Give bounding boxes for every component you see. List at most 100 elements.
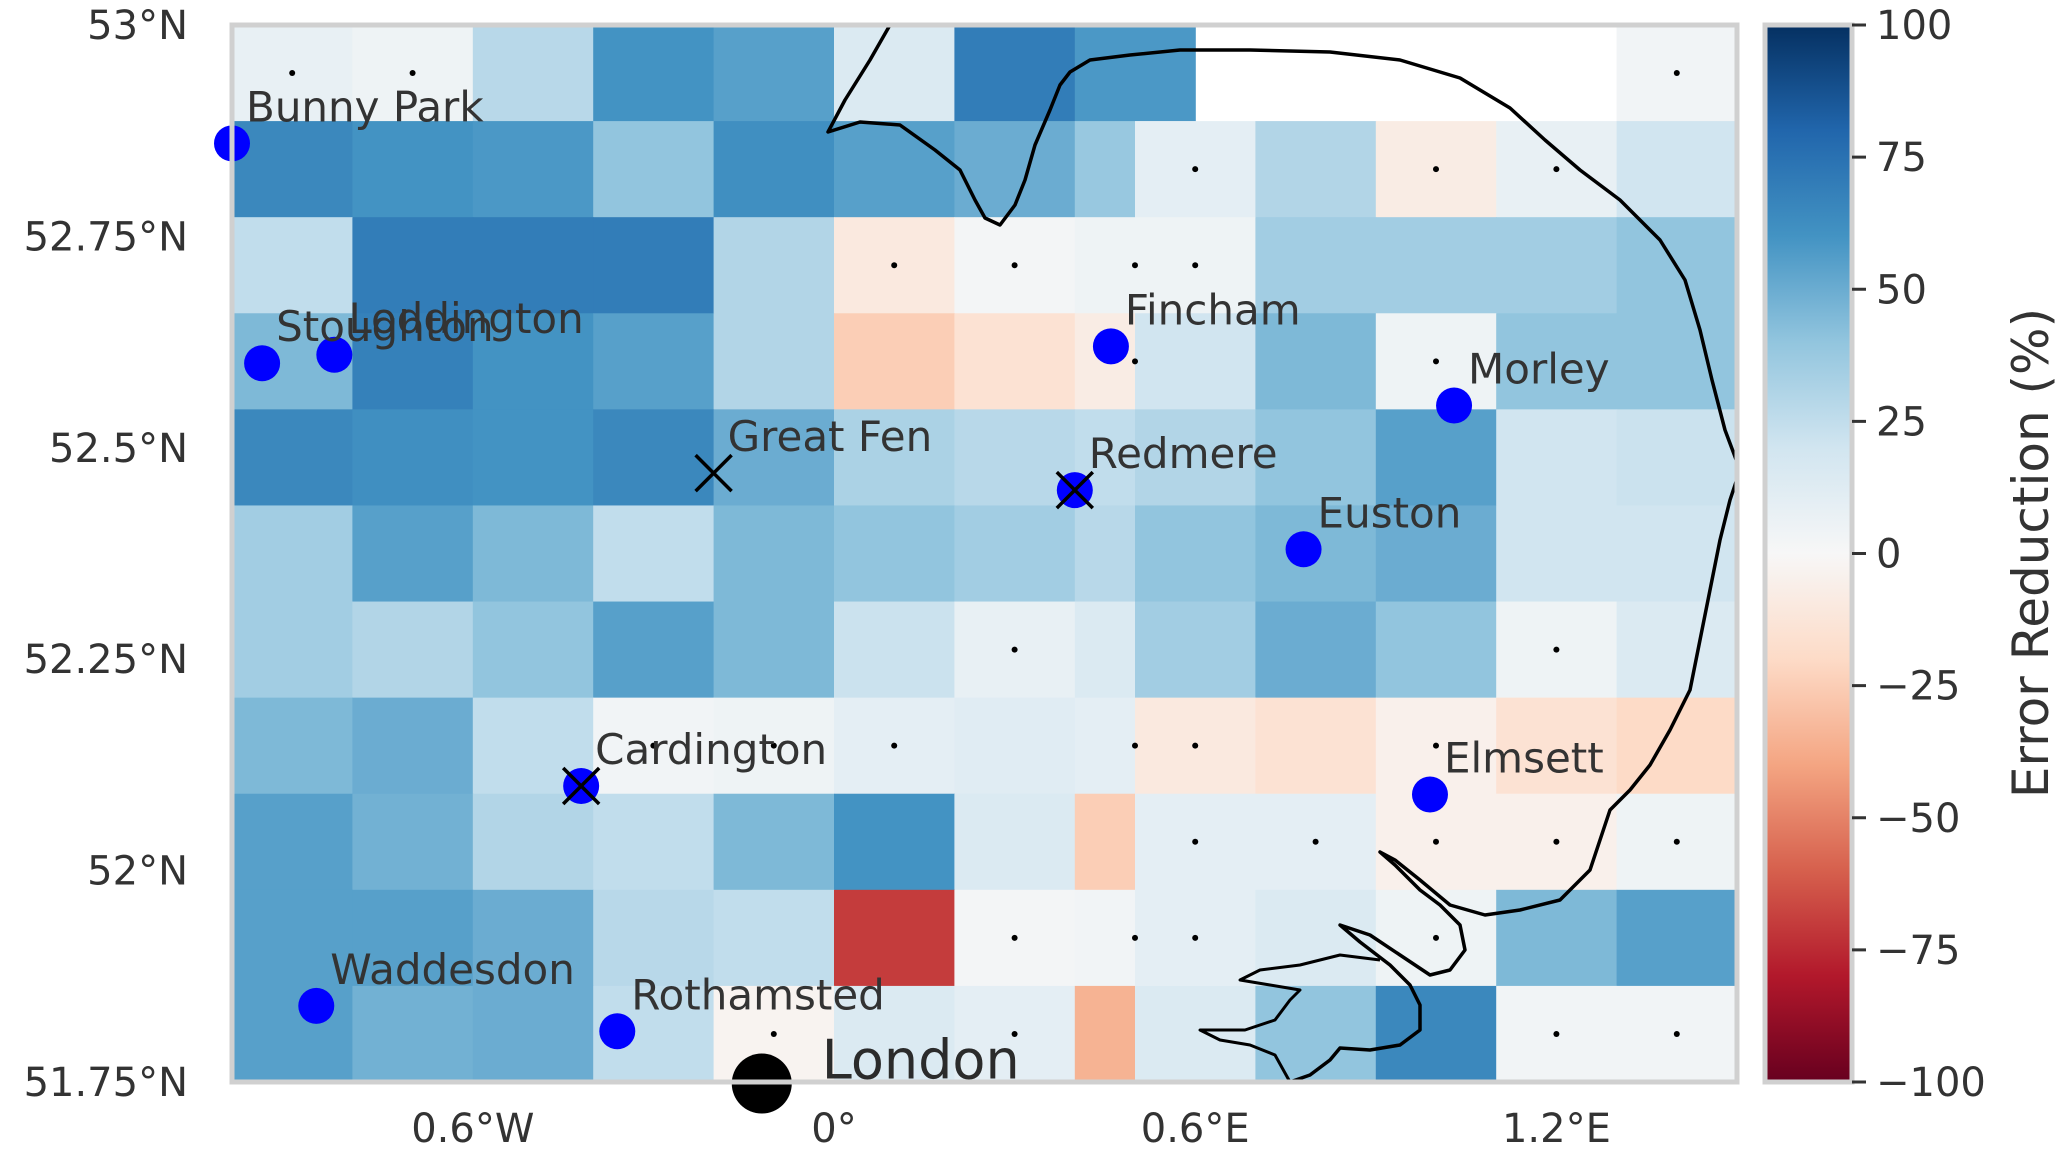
lon-tick-label: 0.6°E bbox=[1141, 1106, 1250, 1152]
grid-cell bbox=[232, 217, 353, 314]
grid-cell bbox=[1135, 409, 1256, 507]
grid-dots bbox=[289, 70, 2041, 1037]
station-label: Cardington bbox=[595, 725, 827, 774]
error-grid bbox=[232, 25, 2067, 1082]
grid-cell bbox=[1375, 217, 1497, 314]
lat-tick-label: 52.75°N bbox=[24, 214, 188, 260]
station-loddington: Loddington bbox=[316, 294, 584, 373]
grid-cell bbox=[834, 409, 955, 507]
grid-dot bbox=[1553, 838, 1560, 845]
grid-cell bbox=[1616, 601, 1737, 699]
grid-cell bbox=[593, 505, 715, 603]
grid-cell bbox=[1616, 121, 1737, 218]
grid-cell bbox=[1978, 217, 2067, 314]
grid-dot bbox=[1673, 70, 1680, 77]
station-stoughton: Stoughton bbox=[244, 302, 494, 382]
grid-cell bbox=[1255, 121, 1377, 218]
grid-cell bbox=[954, 697, 1076, 795]
lat-tick-label: 52.5°N bbox=[49, 426, 188, 472]
grid-cell bbox=[954, 25, 1076, 122]
grid-cell bbox=[954, 793, 1076, 891]
grid-dot bbox=[1011, 934, 1018, 941]
grid-dot bbox=[1553, 1030, 1560, 1037]
grid-cell bbox=[713, 505, 835, 603]
colorbar-tick-label: 75 bbox=[1876, 135, 1927, 181]
grid-cell bbox=[954, 505, 1076, 603]
grid-cell bbox=[232, 601, 353, 699]
grid-dot bbox=[1915, 1031, 1921, 1037]
grid-cell bbox=[1857, 698, 1978, 795]
grid-dot bbox=[2035, 935, 2041, 941]
station-x-marker bbox=[561, 766, 601, 806]
grid-cell bbox=[472, 505, 594, 603]
grid-cell bbox=[1496, 409, 1618, 507]
grid-cell bbox=[472, 601, 594, 699]
estuary-line bbox=[1198, 953, 1381, 1082]
station-x-marker bbox=[1055, 470, 1095, 510]
grid-cell bbox=[593, 217, 715, 314]
station-elmsett: Elmsett bbox=[1411, 733, 1604, 813]
station-marker bbox=[1411, 776, 1448, 813]
lon-tick-label: 0° bbox=[811, 1106, 856, 1152]
grid-cell bbox=[713, 217, 835, 314]
grid-cell bbox=[232, 505, 353, 603]
station-x-marker bbox=[694, 453, 733, 493]
station-marker bbox=[599, 1013, 636, 1050]
station-marker bbox=[1436, 387, 1473, 424]
grid-cell bbox=[232, 889, 353, 987]
grid-cell bbox=[352, 889, 474, 987]
grid-dot bbox=[1192, 838, 1199, 845]
station-marker bbox=[298, 987, 335, 1024]
grid-cell bbox=[1375, 601, 1497, 699]
grid-cell bbox=[1135, 601, 1256, 699]
grid-dot bbox=[1312, 838, 1319, 845]
grid-cell bbox=[472, 217, 594, 314]
grid-cell bbox=[1255, 313, 1377, 410]
grid-dot bbox=[891, 742, 898, 749]
grid-dot bbox=[1132, 358, 1138, 365]
station-bunny-park: Bunny Park bbox=[214, 82, 484, 162]
station-redmere: Redmere bbox=[1055, 429, 1278, 510]
grid-cell bbox=[1857, 313, 1978, 410]
grid-cell bbox=[593, 313, 715, 410]
station-marker bbox=[316, 336, 353, 373]
grid-cell bbox=[713, 793, 835, 891]
grid-cell bbox=[1978, 121, 2067, 218]
grid-cell bbox=[1978, 890, 2067, 987]
grid-cell bbox=[352, 409, 474, 507]
grid-cell bbox=[713, 25, 835, 122]
grid-cell bbox=[1496, 217, 1618, 314]
station-euston: Euston bbox=[1285, 488, 1461, 568]
grid-cell bbox=[593, 409, 715, 507]
grid-cell bbox=[352, 217, 474, 314]
grid-dot bbox=[1011, 1030, 1018, 1037]
grid-cell bbox=[713, 889, 835, 987]
colorbar-ticks: 100 75 50 25 0 −25 −50 −75 −100 bbox=[1852, 3, 1986, 1106]
grid-cell bbox=[472, 889, 594, 987]
grid-cell bbox=[352, 505, 474, 603]
grid-cell bbox=[1496, 505, 1618, 603]
grid-cell bbox=[352, 985, 474, 1082]
grid-cell bbox=[1978, 794, 2067, 891]
lon-tick-label: 1.2°E bbox=[1502, 1106, 1611, 1152]
grid-cell bbox=[1496, 889, 1618, 987]
coastline bbox=[826, 25, 1737, 1082]
lon-tick-label: 0.6°W bbox=[411, 1106, 534, 1152]
station-marker bbox=[1285, 531, 1322, 568]
grid-dot bbox=[1915, 70, 1921, 76]
grid-dot bbox=[1673, 838, 1680, 845]
map-frame bbox=[229, 22, 1740, 1085]
grid-cell bbox=[1616, 889, 1737, 987]
station-cardington: Cardington bbox=[561, 725, 827, 806]
grid-cell bbox=[713, 121, 835, 218]
lat-tick-label: 52°N bbox=[87, 849, 188, 895]
grid-dot bbox=[1192, 934, 1199, 941]
longitude-axis: 0.6°W 0° 0.6°E 1.2°E bbox=[411, 1106, 1611, 1152]
grid-dot bbox=[1011, 262, 1018, 269]
grid-dot bbox=[770, 1030, 777, 1037]
grid-cell bbox=[1135, 505, 1256, 603]
lat-tick-label: 53°N bbox=[87, 3, 188, 49]
grid-dot bbox=[409, 70, 416, 77]
colorbar: 100 75 50 25 0 −25 −50 −75 −100 Error Reduction … bbox=[1762, 3, 2060, 1106]
